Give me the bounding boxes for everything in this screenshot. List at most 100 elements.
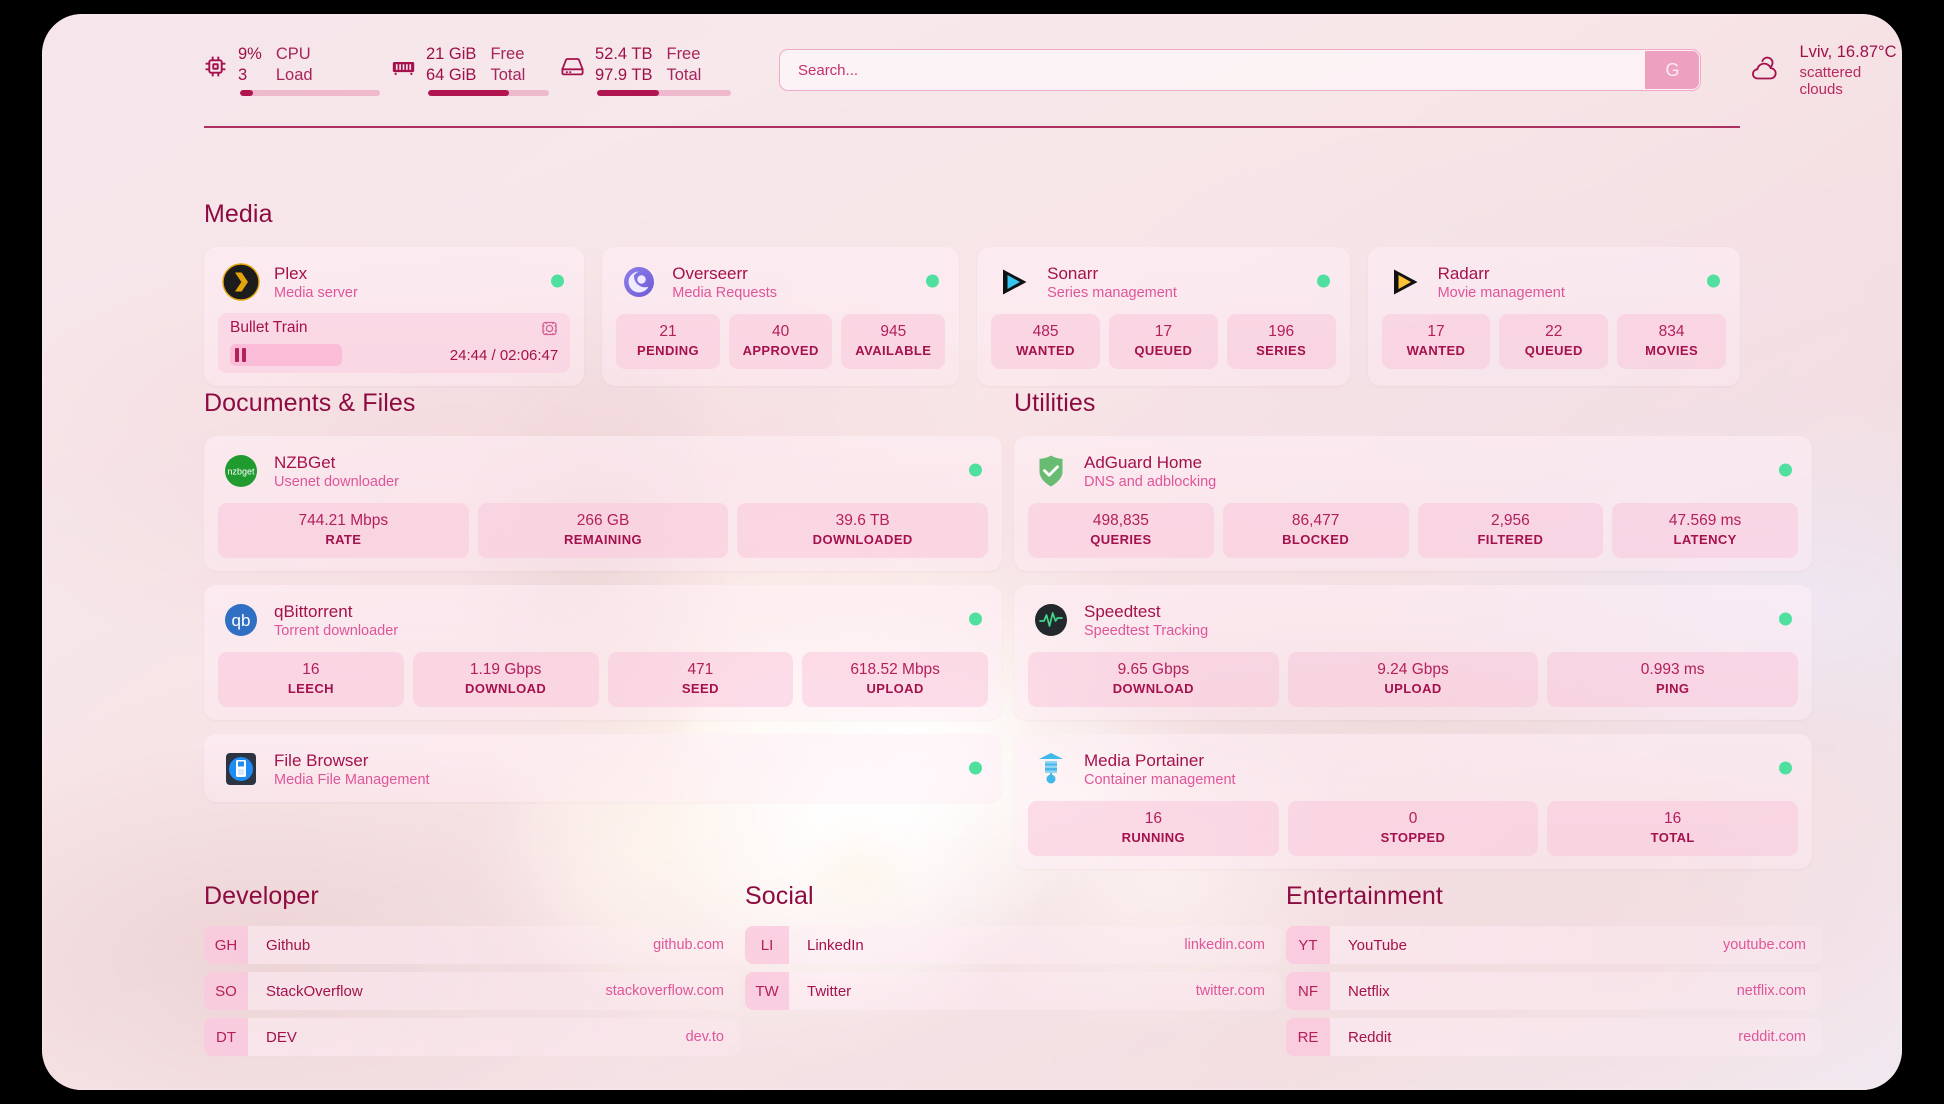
cpu-usage-bar bbox=[240, 89, 380, 96]
weather-widget[interactable]: Lviv, 16.87°C scattered clouds bbox=[1745, 43, 1902, 98]
ram-value-top: 21 GiB bbox=[426, 44, 477, 63]
disk-value-top: 52.4 TB bbox=[595, 44, 653, 63]
stat-tile: 22 QUEUED bbox=[1499, 314, 1609, 369]
portainer-icon bbox=[1032, 750, 1070, 788]
service-subtitle: Usenet downloader bbox=[274, 473, 399, 490]
bookmark-item[interactable]: DT DEV dev.to bbox=[204, 1018, 740, 1056]
bookmark-abbr: TW bbox=[745, 972, 789, 1010]
bookmark-group-title: Developer bbox=[204, 882, 319, 910]
bookmark-group-social: Social LI LinkedIn linkedin.com TW Twitt… bbox=[745, 882, 1281, 1010]
bookmark-url: dev.to bbox=[685, 1029, 724, 1045]
service-title: NZBGet bbox=[274, 452, 336, 472]
bookmark-url: linkedin.com bbox=[1184, 937, 1265, 953]
service-card-radarr[interactable]: Radarr Movie management 17 WANTED 22 QUE… bbox=[1367, 247, 1741, 386]
cpu-label-bottom: Load bbox=[275, 65, 313, 84]
cpu-icon bbox=[202, 53, 229, 80]
disk-label-bottom: Total bbox=[666, 65, 702, 84]
service-subtitle: Speedtest Tracking bbox=[1084, 622, 1209, 639]
svg-text:qb: qb bbox=[232, 611, 251, 630]
stat-value: 16 bbox=[302, 661, 320, 678]
ram-label-bottom: Total bbox=[490, 65, 526, 84]
stat-label: STOPPED bbox=[1380, 830, 1446, 845]
stat-value: 22 bbox=[1545, 323, 1563, 340]
service-card-adguard[interactable]: AdGuard Home DNS and adblocking 498,835 … bbox=[1014, 436, 1812, 571]
service-card-overseerr[interactable]: Overseerr Media Requests 21 PENDING 40 A… bbox=[602, 247, 960, 386]
stat-value: 16 bbox=[1664, 810, 1682, 827]
bookmark-abbr: YT bbox=[1286, 926, 1330, 964]
weather-location-temp: Lviv, 16.87°C bbox=[1799, 42, 1897, 61]
bookmark-group-title: Entertainment bbox=[1286, 882, 1443, 910]
bookmark-group-entertainment: Entertainment YT YouTube youtube.com NF … bbox=[1286, 882, 1822, 1056]
cpu-usage-widget[interactable]: 9% 3 CPU Load bbox=[202, 44, 380, 97]
service-subtitle: DNS and adblocking bbox=[1084, 473, 1217, 490]
bookmark-name: YouTube bbox=[1348, 936, 1407, 954]
ram-usage-bar bbox=[428, 89, 549, 96]
bookmark-item[interactable]: YT YouTube youtube.com bbox=[1286, 926, 1822, 964]
disk-usage-widget[interactable]: 52.4 TB 97.9 TB Free Total bbox=[559, 44, 731, 97]
service-card-portainer[interactable]: Media Portainer Container management 16 … bbox=[1014, 734, 1812, 869]
overseerr-icon bbox=[620, 263, 658, 301]
bookmark-item[interactable]: SO StackOverflow stackoverflow.com bbox=[204, 972, 740, 1010]
stat-tile: 0 STOPPED bbox=[1287, 801, 1539, 856]
bookmark-name: Reddit bbox=[1348, 1028, 1392, 1046]
stat-tile: 16 RUNNING bbox=[1028, 801, 1279, 856]
bookmark-item[interactable]: RE Reddit reddit.com bbox=[1286, 1018, 1822, 1056]
stat-value: 498,835 bbox=[1092, 512, 1149, 529]
bookmark-name: LinkedIn bbox=[807, 936, 864, 954]
stat-tile: 9.24 Gbps UPLOAD bbox=[1287, 652, 1539, 707]
stat-label: QUERIES bbox=[1090, 532, 1152, 547]
stat-tile: 196 SERIES bbox=[1226, 314, 1336, 369]
bookmark-item[interactable]: GH Github github.com bbox=[204, 926, 740, 964]
bookmark-abbr: DT bbox=[204, 1018, 248, 1056]
service-title: AdGuard Home bbox=[1084, 452, 1203, 472]
stat-value: 471 bbox=[687, 661, 714, 678]
stat-tile: 9.65 Gbps DOWNLOAD bbox=[1028, 652, 1279, 707]
stat-label: QUEUED bbox=[1524, 343, 1583, 358]
search-submit-button[interactable]: G bbox=[1645, 51, 1700, 89]
stat-tile: 39.6 TB DOWNLOADED bbox=[737, 503, 989, 558]
stat-label: APPROVED bbox=[742, 343, 819, 358]
stat-tile: 834 MOVIES bbox=[1617, 314, 1726, 369]
stat-tile: 266 GB REMAINING bbox=[477, 503, 729, 558]
stat-value: 86,477 bbox=[1291, 512, 1340, 529]
media-section-title: Media bbox=[204, 200, 273, 228]
stat-value: 485 bbox=[1032, 323, 1059, 340]
now-playing-panel[interactable]: Bullet Train bbox=[218, 313, 571, 373]
pause-icon[interactable] bbox=[235, 348, 246, 362]
stat-tile: 1.19 Gbps DOWNLOAD bbox=[412, 652, 599, 707]
status-indicator bbox=[1779, 761, 1792, 775]
stat-value: 16 bbox=[1144, 810, 1162, 827]
disk-value-bottom: 97.9 TB bbox=[595, 65, 653, 84]
service-card-filebrowser[interactable]: File Browser Media File Management bbox=[204, 734, 1002, 802]
service-card-nzbget[interactable]: nzbget NZBGet Usenet downloader 744.21 M… bbox=[204, 436, 1002, 571]
service-title: Media Portainer bbox=[1084, 750, 1205, 770]
bookmark-item[interactable]: LI LinkedIn linkedin.com bbox=[745, 926, 1281, 964]
bookmark-abbr: RE bbox=[1286, 1018, 1330, 1056]
service-card-plex[interactable]: Plex Media server Bullet Train bbox=[204, 247, 585, 386]
stat-value: 834 bbox=[1658, 323, 1685, 340]
ram-usage-widget[interactable]: 21 GiB 64 GiB Free Total bbox=[390, 44, 549, 97]
documents-section: Documents & Files nzbget NZBGet Usenet d… bbox=[204, 389, 1002, 802]
stat-value: 744.21 Mbps bbox=[298, 512, 389, 529]
search-input[interactable] bbox=[779, 49, 1702, 91]
stat-value: 1.19 Gbps bbox=[469, 661, 542, 678]
service-subtitle: Torrent downloader bbox=[274, 622, 399, 639]
resource-usage-group: 9% 3 CPU Load bbox=[202, 44, 731, 97]
bookmark-item[interactable]: TW Twitter twitter.com bbox=[745, 972, 1281, 1010]
service-card-sonarr[interactable]: Sonarr Series management 485 WANTED 17 Q… bbox=[977, 247, 1350, 386]
speedtest-icon bbox=[1032, 601, 1070, 639]
service-card-speedtest[interactable]: Speedtest Speedtest Tracking 9.65 Gbps D… bbox=[1014, 585, 1812, 720]
bookmark-url: stackoverflow.com bbox=[605, 983, 724, 999]
bookmark-name: StackOverflow bbox=[266, 982, 363, 1000]
bookmark-item[interactable]: NF Netflix netflix.com bbox=[1286, 972, 1822, 1010]
stat-tile: 485 WANTED bbox=[991, 314, 1100, 369]
service-title: Overseerr bbox=[672, 263, 748, 283]
stat-tile: 16 TOTAL bbox=[1547, 801, 1799, 856]
service-card-qbittorrent[interactable]: qb qBittorrent Torrent downloader 16 LEE… bbox=[204, 585, 1002, 720]
stat-tile: 40 APPROVED bbox=[728, 314, 833, 369]
playback-progress-bar[interactable] bbox=[230, 344, 342, 366]
service-title: Radarr bbox=[1437, 263, 1490, 283]
cast-icon[interactable] bbox=[541, 320, 558, 337]
bookmark-group-title: Social bbox=[745, 882, 814, 910]
plex-icon bbox=[222, 263, 260, 301]
